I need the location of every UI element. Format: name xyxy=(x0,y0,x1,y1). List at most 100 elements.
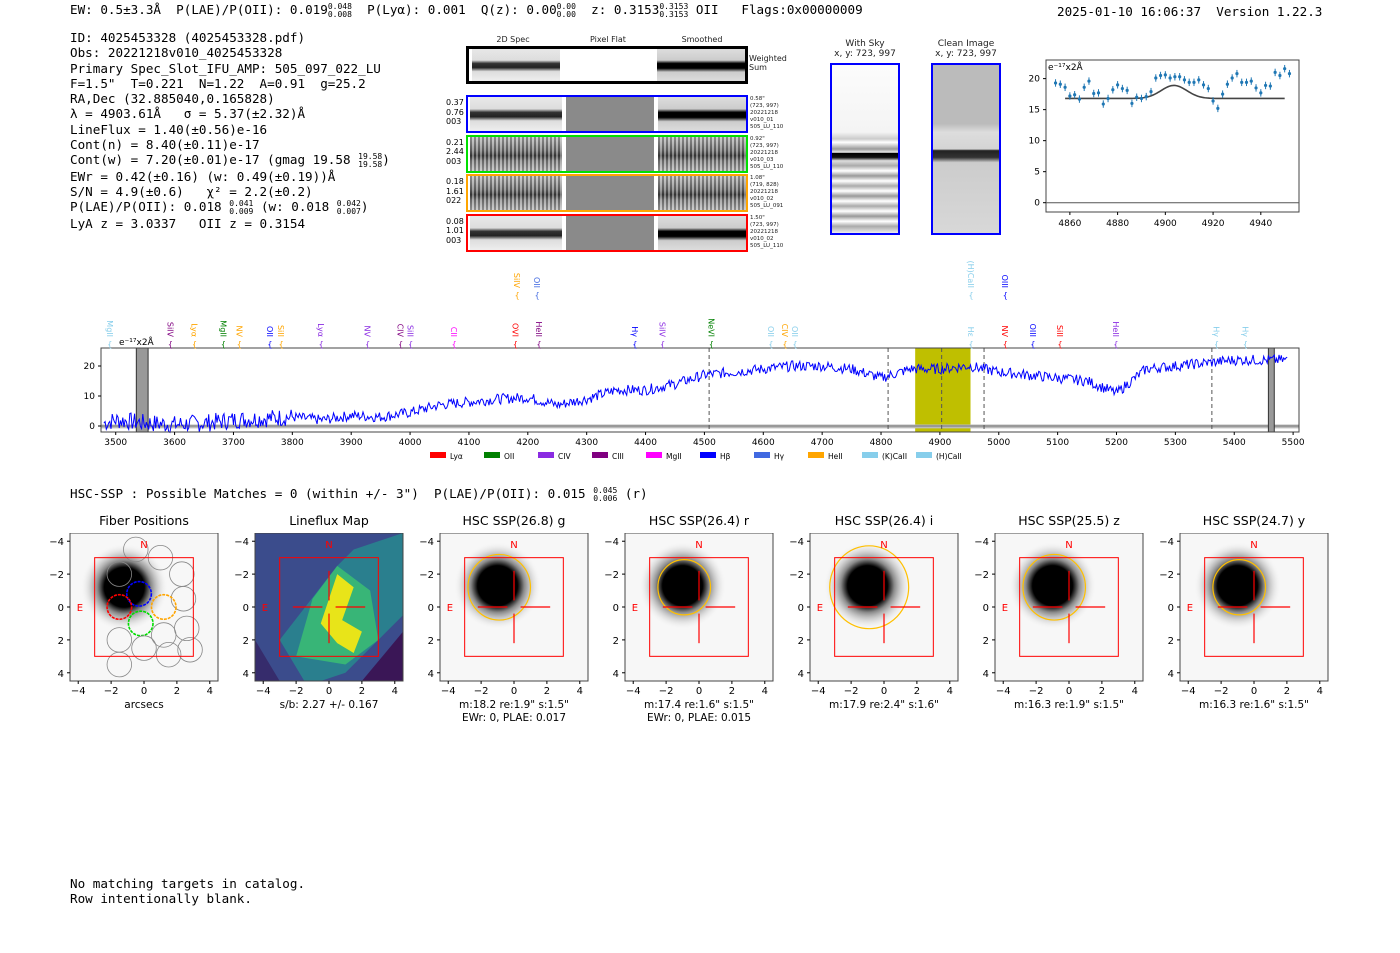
x-tick-label: 4 xyxy=(1132,686,1138,697)
legend-swatch xyxy=(430,452,446,458)
tick-label: 10 xyxy=(84,392,96,402)
legend-label: Lyα xyxy=(450,452,463,461)
fiber-circle xyxy=(177,637,203,663)
emission-line-label: NV xyxy=(1000,326,1009,338)
data-point xyxy=(1225,82,1229,86)
cutout-img: N E −4 4 −2 2 0 0 2 −2 4 −4 xyxy=(605,533,774,697)
north-label: N xyxy=(325,540,332,551)
y-tick-label: 4 xyxy=(428,669,434,680)
emission-line-label: Lyα xyxy=(190,323,199,337)
fiber-row xyxy=(466,174,748,212)
data-point xyxy=(1063,85,1067,89)
data-point xyxy=(1158,73,1163,78)
emission-line-label: Hε xyxy=(966,327,975,337)
legend-swatch xyxy=(862,452,878,458)
fiber-circle xyxy=(170,586,197,612)
data-point xyxy=(1125,88,1129,92)
search-box xyxy=(464,557,564,657)
catalog-note: No matching targets in catalog. Row inten… xyxy=(70,876,306,906)
cutout-title: HSC SSP(26.4) i xyxy=(834,513,934,528)
col-header: Pixel Flat xyxy=(590,35,626,44)
emission-line-label: HeII xyxy=(1111,321,1120,337)
search-box xyxy=(279,557,379,657)
tick-label: 3500 xyxy=(104,438,127,448)
emission-line-label: OII xyxy=(532,277,541,288)
east-label: E xyxy=(632,603,638,614)
legend-label: OII xyxy=(504,452,514,461)
x-tick-label: 2 xyxy=(174,686,180,697)
masked-region xyxy=(1267,347,1275,433)
line-bracket: { xyxy=(969,340,974,349)
aperture-ellipse xyxy=(1022,553,1087,621)
cutout-img: N E −4 4 −2 2 0 0 2 −2 4 −4 xyxy=(420,533,589,697)
data-point xyxy=(1206,86,1210,91)
cutout-caption-2: EWr: 0, PLAE: 0.015 xyxy=(646,712,752,724)
x-tick-label: −4 xyxy=(256,686,271,697)
with-sky-title: With Sky x, y: 723, 997 xyxy=(834,39,896,59)
tick-label: 20 xyxy=(84,362,96,372)
line-bracket: { xyxy=(660,340,665,349)
emission-line-label: SiII xyxy=(1055,325,1064,337)
east-label: E xyxy=(447,603,453,614)
data-point xyxy=(1149,90,1153,94)
fiber-left-values: 0.21 2.44 003 xyxy=(446,137,464,166)
line-bracket: { xyxy=(1113,340,1118,349)
east-label: E xyxy=(1187,603,1193,614)
data-point xyxy=(1211,99,1215,103)
line-bracket: { xyxy=(267,340,272,349)
legend-swatch xyxy=(808,452,824,458)
aperture-ellipse xyxy=(829,545,910,630)
cutout-caption: m:16.3 re:1.9" s:1.5" xyxy=(1014,699,1124,711)
x-tick-label: −2 xyxy=(1214,686,1229,697)
line-bracket: { xyxy=(969,291,974,300)
fiber-right-info: 0.92" (723, 997) 20221218 v010_03 505_LU_110 xyxy=(750,135,784,170)
x-tick-label: 2 xyxy=(1284,686,1290,697)
y-tick-label: 0 xyxy=(58,603,64,614)
cutout-caption-2: EWr: 0, PLAE: 0.017 xyxy=(461,712,567,724)
tick-label: 4700 xyxy=(811,438,834,448)
line-bracket: { xyxy=(107,340,112,349)
tick-label: 20 xyxy=(1029,75,1041,85)
legend-swatch xyxy=(646,452,662,458)
emission-line-label: OVI xyxy=(510,323,519,337)
crosshair xyxy=(1217,570,1291,644)
x-tick-label: −4 xyxy=(626,686,641,697)
data-point xyxy=(1106,96,1110,101)
x-tick-label: 0 xyxy=(141,686,147,697)
line-bracket: { xyxy=(168,340,173,349)
info-block: ID: 4025453328 (4025453328.pdf) Obs: 2022… xyxy=(70,30,390,231)
legend-swatch xyxy=(754,452,770,458)
fiber-circle xyxy=(106,593,133,621)
x-tick-label: 0 xyxy=(881,686,887,697)
emission-line-label: CIV xyxy=(780,324,789,338)
legend-swatch xyxy=(538,452,554,458)
emission-line-label: Hγ xyxy=(1240,326,1249,337)
data-point xyxy=(1116,83,1120,87)
data-point xyxy=(1082,85,1086,89)
y-tick-label: 0 xyxy=(1168,603,1174,614)
tick-label: 4880 xyxy=(1106,219,1129,229)
fiber-left-values: 0.37 0.76 003 xyxy=(446,98,464,126)
emission-line-label: NeVI xyxy=(706,318,715,337)
x-tick-label: 4 xyxy=(577,686,583,697)
crosshair xyxy=(847,570,921,644)
cutout-caption: m:17.9 re:2.4" s:1.6" xyxy=(829,699,939,711)
col-header: Smoothed xyxy=(681,35,723,44)
weighted-sum-row xyxy=(466,46,748,84)
data-point xyxy=(1182,78,1187,82)
data-point xyxy=(1068,94,1072,98)
data-point xyxy=(1053,81,1058,85)
line-bracket: { xyxy=(237,340,242,349)
east-label: E xyxy=(1002,603,1008,614)
clean-image xyxy=(931,63,1001,235)
emission-line-label: SiIV xyxy=(165,322,174,338)
line-bracket: { xyxy=(279,340,284,349)
data-point xyxy=(1240,80,1244,84)
y-tick-label: −2 xyxy=(790,570,804,581)
x-tick-label: 4 xyxy=(1317,686,1323,697)
line-bracket: { xyxy=(513,340,518,349)
cutout-title: Lineflux Map xyxy=(289,513,369,528)
hsc-summary: HSC-SSP : Possible Matches = 0 (within +… xyxy=(70,485,648,503)
tick-label: 5400 xyxy=(1223,438,1246,448)
data-point xyxy=(1087,79,1091,83)
